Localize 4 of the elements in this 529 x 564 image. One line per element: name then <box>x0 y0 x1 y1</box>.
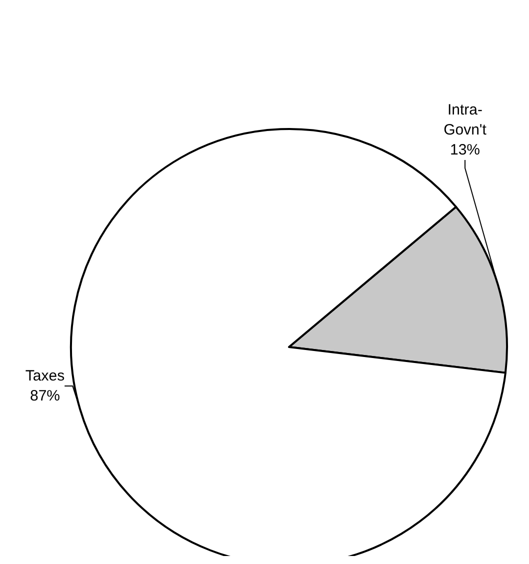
slice-label: Taxes <box>25 368 65 384</box>
data-label: 87% <box>30 388 60 404</box>
slice-label: Intra-Govn't <box>444 102 488 138</box>
data-label: 13% <box>450 142 480 158</box>
